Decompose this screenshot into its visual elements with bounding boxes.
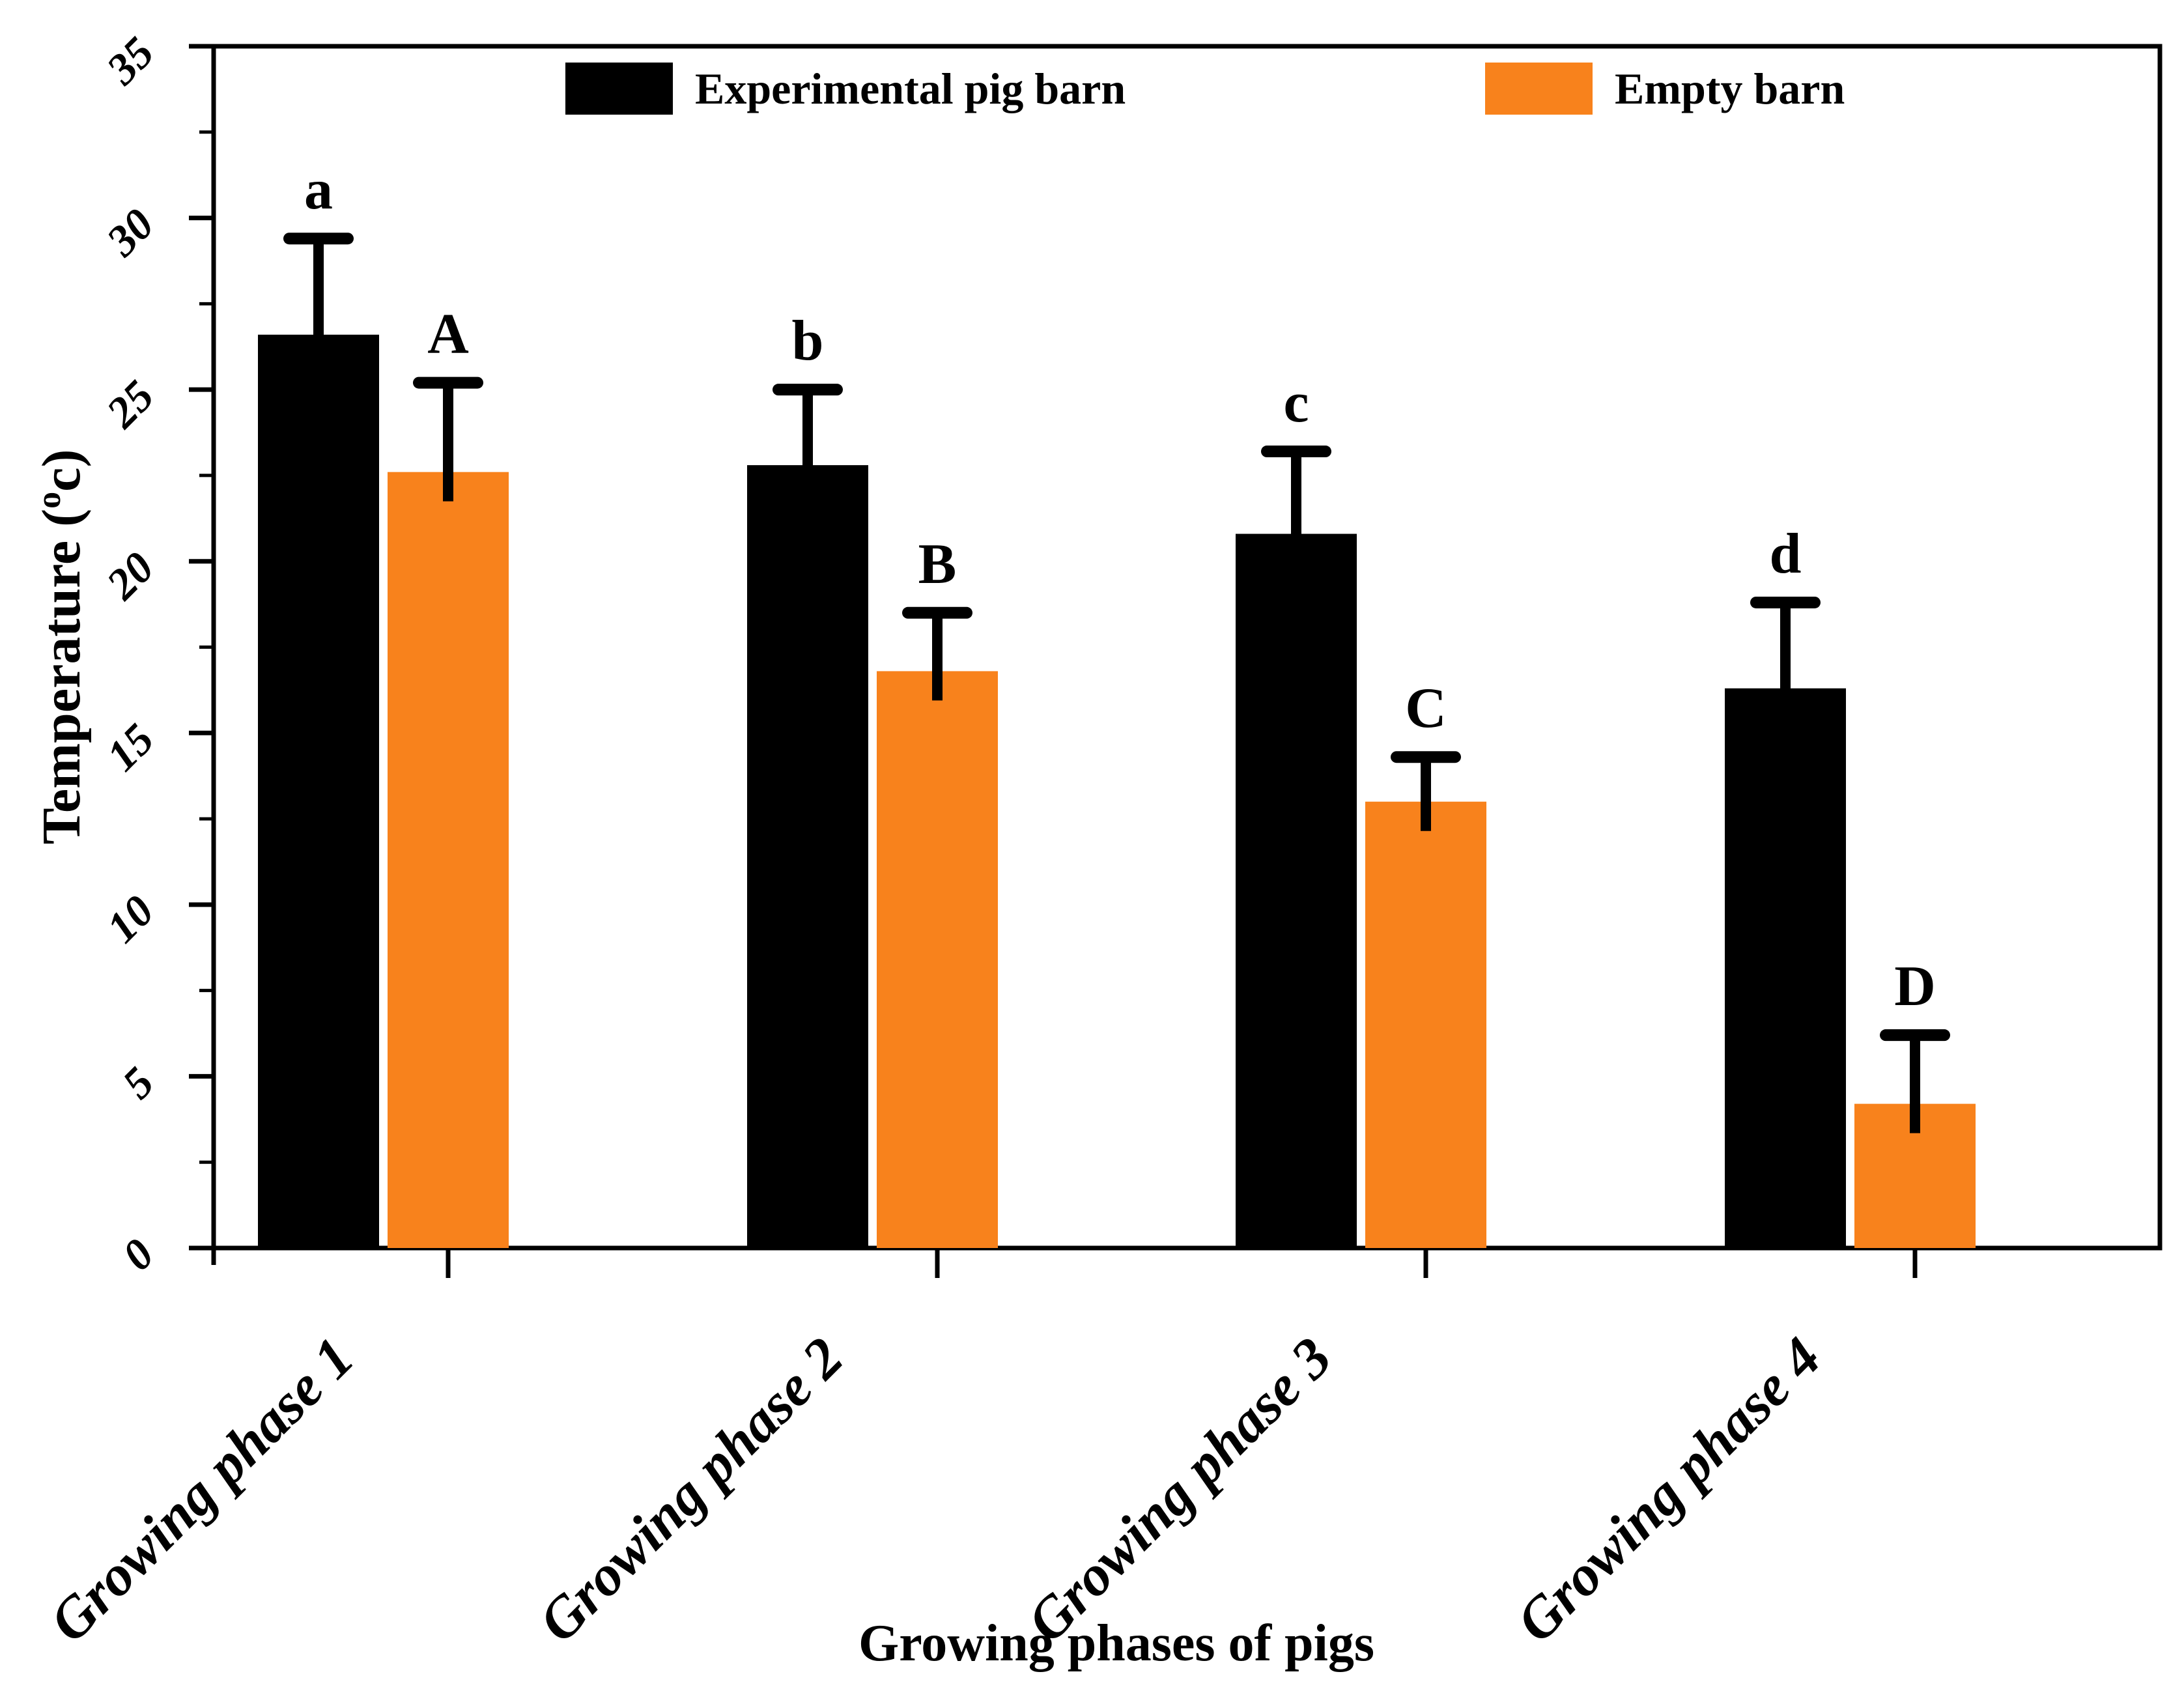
y-axis-tick-label-35: 35 [96, 27, 163, 94]
significance-letter-B: B [918, 533, 957, 596]
significance-letter-b: b [792, 309, 824, 373]
significance-letter-C: C [1405, 677, 1447, 740]
bar-empty-barn-growing-phase-3 [1365, 801, 1486, 1248]
x-axis-title: Growing phases of pigs [858, 1615, 1375, 1672]
y-axis-title: Temperature (oc) [31, 370, 92, 924]
y-axis-tick-label-0: 0 [113, 1229, 163, 1280]
x-axis-tick-label-growing-phase-3: Growing phase 3 [1015, 1326, 1344, 1654]
bar-empty-barn-growing-phase-1 [388, 472, 509, 1248]
legend-item-empty-barn: Empty barn [1485, 63, 1845, 115]
legend-label-experimental-pig-barn: Experimental pig barn [695, 64, 1126, 113]
y-axis-tick-label-30: 30 [96, 199, 163, 266]
significance-letter-a: a [304, 158, 333, 221]
significance-letter-D: D [1894, 955, 1936, 1018]
significance-letter-c: c [1283, 371, 1309, 434]
y-axis-tick-label-20: 20 [96, 543, 163, 610]
legend-swatch-experimental-pig-barn [565, 63, 673, 115]
significance-letter-A: A [427, 303, 469, 366]
significance-letter-d: d [1770, 522, 1802, 586]
bar-experimental-pig-barn-growing-phase-1 [258, 334, 379, 1248]
legend-label-empty-barn: Empty barn [1615, 64, 1845, 113]
x-axis-tick-label-growing-phase-2: Growing phase 2 [527, 1326, 855, 1654]
bar-empty-barn-growing-phase-2 [877, 671, 998, 1248]
y-axis-title-text: Temperature ( [31, 508, 92, 845]
x-axis-tick-label-growing-phase-4: Growing phase 4 [1505, 1326, 1833, 1654]
degree-superscript: o [31, 491, 68, 509]
bar-experimental-pig-barn-growing-phase-2 [747, 465, 868, 1248]
bar-experimental-pig-barn-growing-phase-3 [1236, 533, 1357, 1248]
y-axis-title-unit: c) [31, 449, 92, 492]
y-axis-tick-label-5: 5 [113, 1057, 163, 1108]
y-axis-tick-label-15: 15 [97, 714, 163, 780]
bar-experimental-pig-barn-growing-phase-4 [1725, 688, 1846, 1248]
legend-item-experimental-pig-barn: Experimental pig barn [565, 63, 1126, 115]
legend-swatch-empty-barn [1485, 63, 1593, 115]
y-axis-tick-label-25: 25 [96, 371, 163, 438]
x-axis-tick-label-growing-phase-1: Growing phase 1 [38, 1326, 366, 1654]
y-axis-tick-label-10: 10 [97, 886, 163, 952]
